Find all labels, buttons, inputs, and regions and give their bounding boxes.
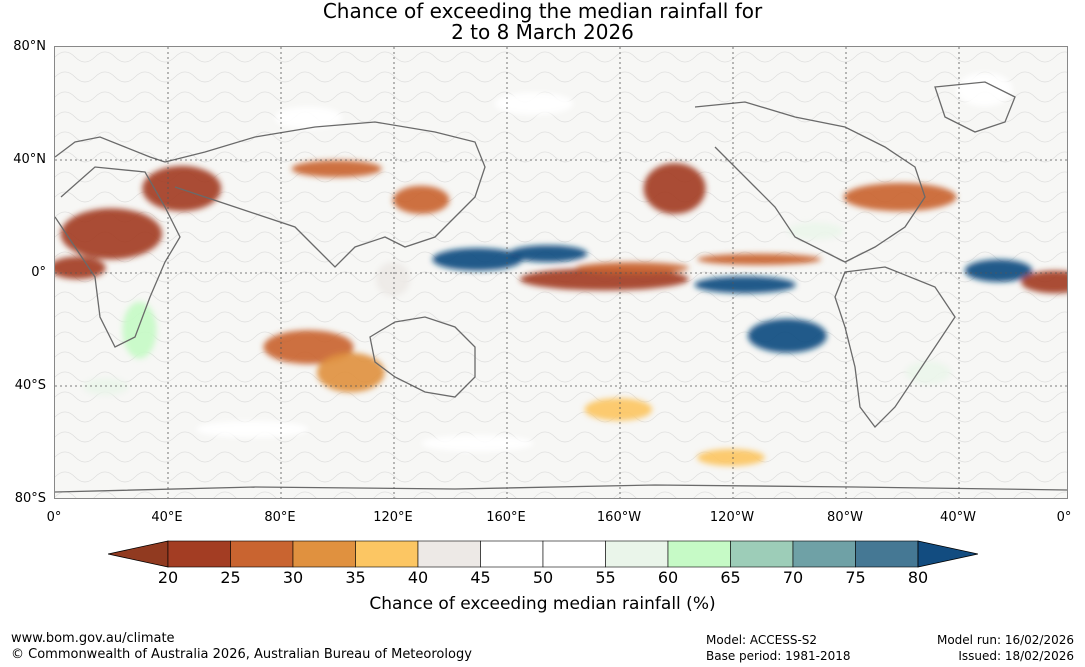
colorbar-tick-label: 35 bbox=[345, 568, 366, 587]
lat-label-40n: 40°N bbox=[13, 152, 46, 167]
probability-patch bbox=[142, 165, 222, 212]
probability-patch bbox=[584, 398, 653, 421]
lon-label-40e: 40°E bbox=[151, 510, 183, 525]
colorbar-tick-label: 60 bbox=[657, 568, 679, 587]
colorbar-tick-label: 70 bbox=[782, 568, 804, 587]
coastline-africa bbox=[55, 166, 181, 348]
rainfall-probability-map bbox=[54, 46, 1068, 499]
lon-label-160w: 160°W bbox=[596, 510, 642, 525]
colorbar-segment bbox=[167, 540, 231, 568]
probability-patch bbox=[697, 253, 822, 266]
colorbar-tick-label: 55 bbox=[595, 568, 616, 587]
probability-patch bbox=[956, 72, 1013, 107]
colorbar-segment bbox=[792, 540, 856, 568]
colorbar-high-extension bbox=[917, 540, 978, 568]
probability-patch bbox=[519, 267, 689, 291]
colorbar-low-extension bbox=[108, 540, 169, 568]
probability-patch bbox=[508, 245, 588, 263]
probability-patch bbox=[291, 160, 382, 178]
probability-patch bbox=[83, 378, 129, 396]
probability-patch bbox=[1021, 270, 1067, 294]
probability-patch bbox=[576, 262, 689, 274]
colorbar-tick-label: 30 bbox=[282, 568, 304, 587]
coastline-south-america bbox=[834, 266, 956, 428]
colorbar-segment bbox=[480, 540, 544, 568]
colorbar-tick-label: 80 bbox=[907, 568, 929, 587]
colorbar-segment bbox=[667, 540, 731, 568]
colorbar-tick-label: 50 bbox=[532, 568, 554, 587]
colorbar-tick-label: 40 bbox=[407, 568, 429, 587]
probability-patch bbox=[376, 262, 410, 297]
probability-patch bbox=[964, 259, 1033, 282]
probability-patch bbox=[843, 182, 957, 212]
colorbar-segment bbox=[355, 540, 419, 568]
colorbar-tick-label: 45 bbox=[470, 568, 491, 587]
colorbar-tick-label: 25 bbox=[220, 568, 241, 587]
colorbar-segment bbox=[855, 540, 919, 568]
probability-patch bbox=[694, 276, 796, 294]
probability-patch bbox=[494, 92, 574, 115]
lon-label-120w: 120°W bbox=[709, 510, 755, 525]
probability-patch bbox=[697, 449, 765, 467]
lon-label-0: 0° bbox=[46, 510, 62, 525]
coastline-asia bbox=[164, 121, 486, 268]
probability-patch bbox=[60, 208, 163, 260]
probability-patch bbox=[393, 185, 450, 215]
probability-patch bbox=[316, 352, 385, 393]
colorbar bbox=[108, 540, 978, 568]
footer-issued: Issued: 18/02/2026 bbox=[958, 649, 1074, 663]
colorbar-tick-label: 20 bbox=[157, 568, 179, 587]
colorbar-tick-label: 65 bbox=[720, 568, 741, 587]
probability-patch bbox=[274, 106, 343, 130]
map-title-line-2: 2 to 8 March 2026 bbox=[451, 20, 634, 44]
footer-model-run: Model run: 16/02/2026 bbox=[936, 633, 1074, 647]
graticule bbox=[55, 47, 1067, 498]
probability-patch bbox=[787, 222, 844, 240]
probability-patch bbox=[432, 248, 523, 271]
coastline-antarctica bbox=[55, 484, 1067, 493]
probability-patch bbox=[122, 301, 157, 359]
colorbar-segment bbox=[605, 540, 669, 568]
probability-patch bbox=[905, 361, 951, 384]
lat-label-80n: 80°N bbox=[13, 39, 46, 54]
colorbar-segment bbox=[230, 540, 294, 568]
coastlines bbox=[55, 81, 1067, 493]
map-title-line-1: Chance of exceeding the median rainfall … bbox=[322, 0, 763, 23]
probability-patch bbox=[263, 330, 354, 365]
coastline-greenland bbox=[934, 81, 1016, 133]
probability-patch bbox=[747, 318, 827, 353]
lon-label-80w: 80°W bbox=[827, 510, 863, 525]
probability-patch bbox=[643, 163, 706, 215]
colorbar-title: Chance of exceeding median rainfall (%) bbox=[369, 594, 716, 614]
footer-model: Model: ACCESS-S2 bbox=[706, 633, 818, 647]
lon-label-0-east: 0° bbox=[1056, 510, 1072, 525]
colorbar-segment bbox=[417, 540, 481, 568]
footer-copyright: © Commonwealth of Australia 2026, Austra… bbox=[11, 647, 472, 662]
lon-label-40w: 40°W bbox=[940, 510, 976, 525]
coastline-europe bbox=[55, 136, 166, 163]
coastline-australia bbox=[369, 316, 476, 398]
lon-label-120e: 120°E bbox=[373, 510, 413, 525]
map-canvas bbox=[55, 47, 1067, 498]
coastline-north-america bbox=[694, 101, 926, 263]
colorbar-segment bbox=[730, 540, 794, 568]
footer-website: www.bom.gov.au/climate bbox=[11, 631, 175, 646]
lon-label-80e: 80°E bbox=[264, 510, 296, 525]
lat-label-equator: 0° bbox=[31, 265, 46, 280]
colorbar-segment bbox=[542, 540, 606, 568]
probability-patch bbox=[195, 420, 309, 438]
probability-patch bbox=[421, 434, 534, 452]
lat-label-80s: 80°S bbox=[14, 491, 46, 506]
lat-label-40s: 40°S bbox=[14, 378, 46, 393]
colorbar-segment bbox=[292, 540, 356, 568]
footer-base-period: Base period: 1981-2018 bbox=[706, 649, 851, 663]
lon-label-160e: 160°E bbox=[486, 510, 526, 525]
colorbar-tick-label: 75 bbox=[845, 568, 866, 587]
